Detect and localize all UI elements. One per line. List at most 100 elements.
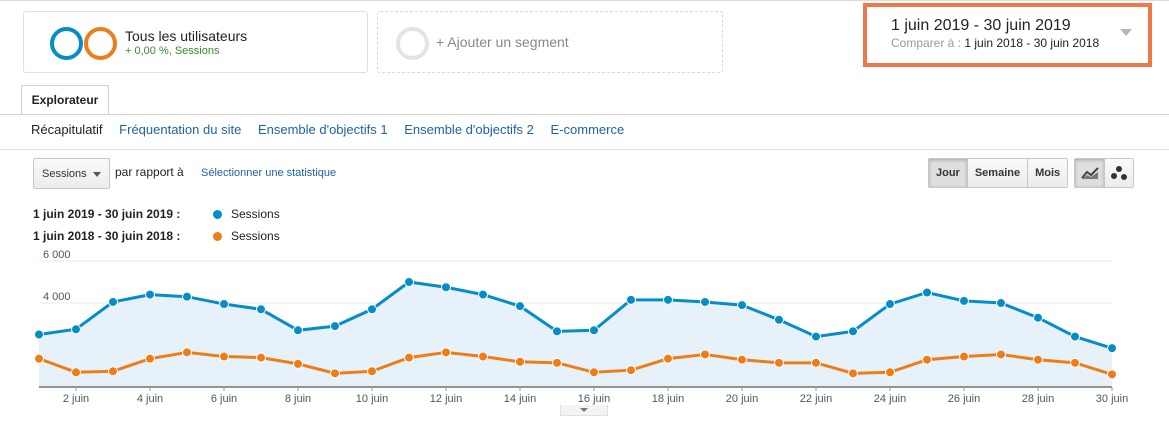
data-point — [478, 289, 488, 300]
data-point — [293, 358, 303, 369]
data-point — [1070, 357, 1080, 368]
legend-dot-orange — [213, 232, 222, 241]
subnav-goal-set-2[interactable]: Ensemble d'objectifs 2 — [404, 122, 534, 137]
legend-series-current: Sessions — [231, 207, 280, 221]
data-point — [71, 367, 81, 378]
x-tick-label: 4 juin — [137, 393, 163, 405]
data-point — [626, 294, 636, 305]
data-point — [885, 299, 895, 310]
data-point — [1107, 369, 1117, 380]
data-point — [922, 287, 932, 298]
data-point — [1107, 343, 1117, 354]
data-point — [330, 321, 340, 332]
legend-series-previous: Sessions — [231, 229, 280, 243]
subnav-ecommerce[interactable]: E-commerce — [550, 122, 625, 137]
period-week-button[interactable]: Semaine — [966, 159, 1028, 187]
metric-select-value: Sessions — [42, 168, 87, 180]
data-point — [663, 294, 673, 305]
x-tick-label: 22 juin — [800, 393, 832, 405]
y-tick-label: 4 000 — [43, 291, 71, 303]
segment-title: Tous les utilisateurs — [125, 28, 248, 44]
subnav-site-usage[interactable]: Fréquentation du site — [119, 122, 242, 137]
data-point — [737, 354, 747, 365]
segment-color-icons — [50, 27, 120, 60]
data-point — [811, 331, 821, 342]
data-point — [182, 347, 192, 358]
data-point — [885, 367, 895, 378]
data-point — [404, 277, 414, 287]
tab-explorer[interactable]: Explorateur — [21, 85, 109, 115]
bubble-chart-icon — [1111, 166, 1127, 180]
data-point — [589, 325, 599, 336]
report-subnav: Récapitulatif Fréquentation du site Ense… — [31, 122, 637, 137]
line-chart-button[interactable] — [1075, 159, 1104, 187]
x-tick-label: 14 juin — [504, 393, 536, 405]
data-point — [959, 295, 969, 306]
data-point — [589, 367, 599, 378]
x-tick-label: 30 juin — [1096, 393, 1128, 405]
data-point — [441, 282, 451, 293]
data-point — [1033, 354, 1043, 365]
subnav-goal-set-1[interactable]: Ensemble d'objectifs 1 — [257, 122, 388, 137]
data-point — [737, 300, 747, 311]
data-point — [626, 365, 636, 376]
data-point — [145, 353, 155, 364]
data-point — [108, 366, 118, 377]
data-point — [1033, 312, 1043, 323]
data-point — [367, 304, 377, 315]
data-point — [700, 296, 710, 307]
subnav-summary[interactable]: Récapitulatif — [31, 122, 103, 137]
x-tick-label: 26 juin — [948, 393, 980, 405]
data-point — [108, 296, 118, 307]
data-point — [774, 357, 784, 368]
series-line-1 — [38, 350, 1113, 376]
period-month-button[interactable]: Mois — [1027, 159, 1068, 187]
x-tick-label: 12 juin — [430, 393, 462, 405]
data-point — [848, 326, 858, 337]
data-point — [71, 324, 81, 335]
motion-chart-button[interactable] — [1104, 159, 1133, 187]
y-tick-label: 6 000 — [43, 249, 71, 261]
add-segment-label: + Ajouter un segment — [436, 34, 569, 50]
data-point — [34, 329, 44, 340]
compare-label: Comparer à : — [891, 36, 965, 50]
data-point — [515, 356, 525, 367]
data-point — [996, 298, 1006, 309]
metric-select[interactable]: Sessions — [33, 158, 110, 189]
data-point — [404, 352, 414, 363]
date-range-picker[interactable]: 1 juin 2019 - 30 juin 2019 Comparer à : … — [863, 3, 1152, 67]
date-range-main: 1 juin 2019 - 30 juin 2019 — [891, 17, 1071, 34]
blue-circle-icon — [50, 27, 83, 60]
add-segment-button[interactable]: + Ajouter un segment — [377, 11, 723, 73]
select-metric-link[interactable]: Sélectionner une statistique — [201, 167, 337, 179]
data-point — [700, 349, 710, 360]
data-point — [774, 314, 784, 325]
orange-circle-icon — [84, 27, 117, 60]
data-point — [959, 351, 969, 362]
legend-range-current: 1 juin 2019 - 30 juin 2019 : — [33, 207, 181, 221]
date-range-compare: Comparer à : 1 juin 2018 - 30 juin 2018 — [891, 36, 1099, 50]
segment-card-all-users[interactable]: Tous les utilisateurs + 0,00 %, Sessions — [23, 11, 368, 73]
data-point — [811, 357, 821, 368]
data-point — [552, 357, 562, 368]
period-day-button[interactable]: Jour — [929, 159, 967, 187]
x-tick-label: 28 juin — [1022, 393, 1054, 405]
data-point — [996, 349, 1006, 360]
x-tick-label: 8 juin — [285, 393, 311, 405]
data-point — [219, 299, 229, 310]
caret-down-icon — [93, 172, 101, 177]
compare-range: 1 juin 2018 - 30 juin 2018 — [964, 36, 1100, 50]
data-point — [478, 351, 488, 362]
data-point — [552, 326, 562, 337]
empty-circle-icon — [396, 27, 429, 60]
x-tick-label: 20 juin — [726, 393, 758, 405]
chart-expand-handle[interactable] — [560, 405, 608, 416]
series-line-0 — [38, 280, 1113, 350]
subnav-divider — [0, 149, 1169, 150]
data-point — [848, 368, 858, 379]
data-point — [256, 352, 266, 363]
period-toggle: Jour Semaine Mois — [928, 158, 1069, 188]
data-point — [293, 325, 303, 336]
